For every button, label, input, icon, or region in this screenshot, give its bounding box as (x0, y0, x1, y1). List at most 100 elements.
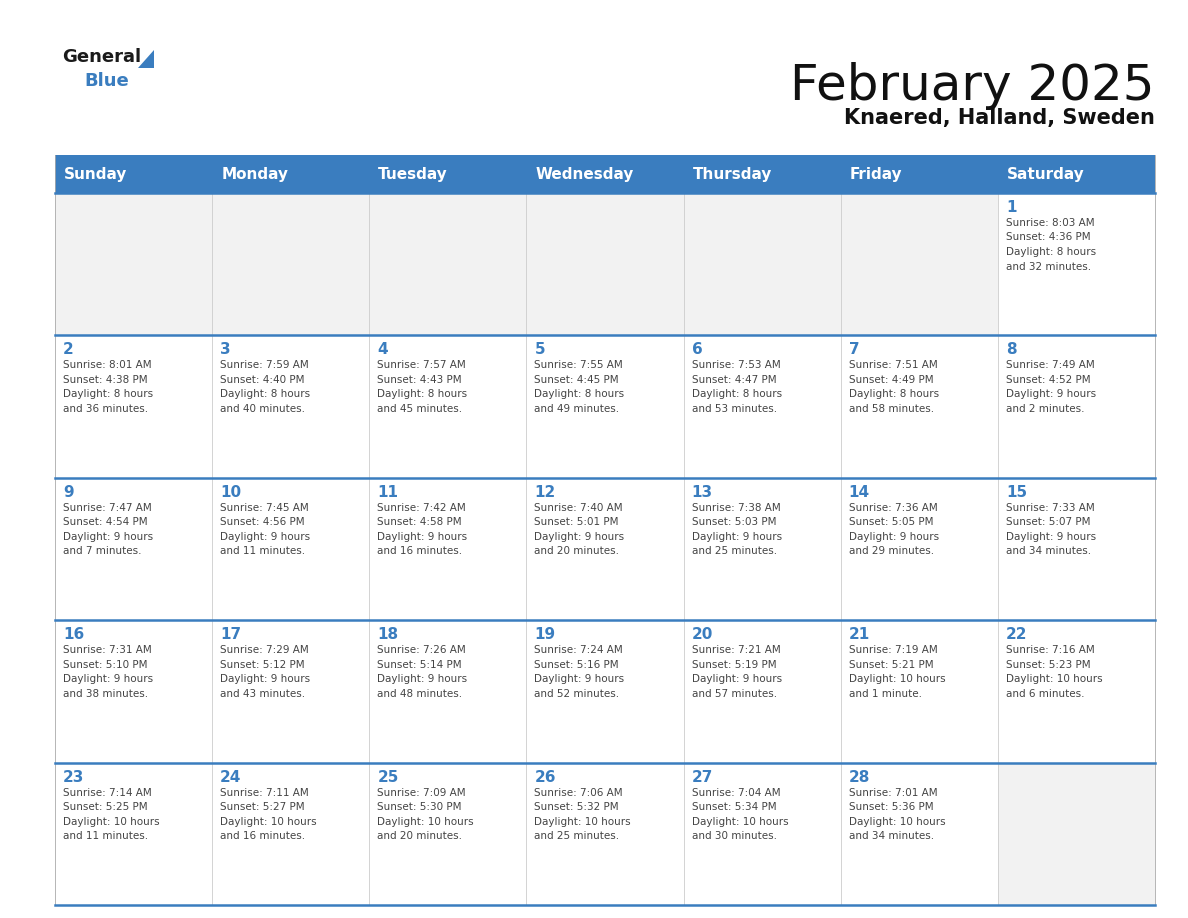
Text: Daylight: 9 hours: Daylight: 9 hours (691, 532, 782, 542)
Text: Sunset: 5:27 PM: Sunset: 5:27 PM (220, 802, 305, 812)
Text: Daylight: 10 hours: Daylight: 10 hours (1006, 674, 1102, 684)
Text: Sunrise: 7:59 AM: Sunrise: 7:59 AM (220, 361, 309, 370)
Text: 16: 16 (63, 627, 84, 643)
Bar (683, 477, 841, 621)
Text: Daylight: 8 hours: Daylight: 8 hours (63, 389, 153, 399)
Text: Daylight: 10 hours: Daylight: 10 hours (691, 817, 788, 826)
Text: Daylight: 10 hours: Daylight: 10 hours (220, 817, 317, 826)
Text: Sunset: 5:36 PM: Sunset: 5:36 PM (848, 802, 934, 812)
Text: Daylight: 9 hours: Daylight: 9 hours (535, 674, 625, 684)
Text: 17: 17 (220, 627, 241, 643)
Text: Sunset: 4:54 PM: Sunset: 4:54 PM (63, 518, 147, 527)
Bar (213, 335, 369, 477)
Text: and 6 minutes.: and 6 minutes. (1006, 688, 1085, 699)
Text: 11: 11 (378, 485, 398, 499)
Text: Sunrise: 8:03 AM: Sunrise: 8:03 AM (1006, 218, 1094, 228)
Text: Sunset: 4:58 PM: Sunset: 4:58 PM (378, 518, 462, 527)
Text: Sunset: 4:47 PM: Sunset: 4:47 PM (691, 375, 776, 385)
Bar (841, 621, 998, 763)
Text: 25: 25 (378, 769, 399, 785)
Text: and 25 minutes.: and 25 minutes. (535, 831, 620, 841)
Bar (526, 763, 683, 905)
Text: Sunrise: 8:01 AM: Sunrise: 8:01 AM (63, 361, 152, 370)
Text: Sunset: 5:07 PM: Sunset: 5:07 PM (1006, 518, 1091, 527)
Bar (369, 477, 526, 621)
Text: Sunrise: 7:14 AM: Sunrise: 7:14 AM (63, 788, 152, 798)
Text: Daylight: 8 hours: Daylight: 8 hours (220, 389, 310, 399)
Text: Sunrise: 7:45 AM: Sunrise: 7:45 AM (220, 503, 309, 513)
Bar (841, 155, 998, 193)
Text: Daylight: 9 hours: Daylight: 9 hours (1006, 389, 1097, 399)
Text: Daylight: 9 hours: Daylight: 9 hours (691, 674, 782, 684)
Text: Daylight: 9 hours: Daylight: 9 hours (378, 532, 467, 542)
Bar (998, 763, 1155, 905)
Text: Sunset: 4:36 PM: Sunset: 4:36 PM (1006, 232, 1091, 242)
Bar (526, 477, 683, 621)
Text: and 32 minutes.: and 32 minutes. (1006, 262, 1091, 272)
Text: Sunrise: 7:51 AM: Sunrise: 7:51 AM (848, 361, 937, 370)
Bar (998, 621, 1155, 763)
Text: Daylight: 8 hours: Daylight: 8 hours (848, 389, 939, 399)
Text: Sunset: 4:56 PM: Sunset: 4:56 PM (220, 518, 305, 527)
Text: 14: 14 (848, 485, 870, 499)
Bar (55, 155, 213, 193)
Text: Sunset: 5:05 PM: Sunset: 5:05 PM (848, 518, 934, 527)
Text: Sunset: 5:14 PM: Sunset: 5:14 PM (378, 660, 462, 670)
Text: Daylight: 10 hours: Daylight: 10 hours (848, 817, 946, 826)
Text: Daylight: 8 hours: Daylight: 8 hours (378, 389, 467, 399)
Bar (369, 155, 526, 193)
Text: 19: 19 (535, 627, 556, 643)
Text: General: General (62, 48, 141, 66)
Bar (55, 621, 213, 763)
Text: Saturday: Saturday (1007, 166, 1085, 182)
Bar (998, 477, 1155, 621)
Text: Knaered, Halland, Sweden: Knaered, Halland, Sweden (845, 108, 1155, 128)
Text: Sunset: 5:21 PM: Sunset: 5:21 PM (848, 660, 934, 670)
Text: 9: 9 (63, 485, 74, 499)
Text: 4: 4 (378, 342, 388, 357)
Text: and 11 minutes.: and 11 minutes. (63, 831, 148, 841)
Text: and 20 minutes.: and 20 minutes. (378, 831, 462, 841)
Bar (55, 477, 213, 621)
Text: Sunset: 5:30 PM: Sunset: 5:30 PM (378, 802, 462, 812)
Text: Sunset: 5:16 PM: Sunset: 5:16 PM (535, 660, 619, 670)
Text: Sunday: Sunday (64, 166, 127, 182)
Bar (369, 335, 526, 477)
Text: and 29 minutes.: and 29 minutes. (848, 546, 934, 556)
Text: Daylight: 10 hours: Daylight: 10 hours (848, 674, 946, 684)
Text: Sunrise: 7:55 AM: Sunrise: 7:55 AM (535, 361, 624, 370)
Text: and 11 minutes.: and 11 minutes. (220, 546, 305, 556)
Text: Sunset: 4:40 PM: Sunset: 4:40 PM (220, 375, 304, 385)
Text: Sunrise: 7:47 AM: Sunrise: 7:47 AM (63, 503, 152, 513)
Text: 5: 5 (535, 342, 545, 357)
Text: Sunset: 5:03 PM: Sunset: 5:03 PM (691, 518, 776, 527)
Text: Sunset: 4:43 PM: Sunset: 4:43 PM (378, 375, 462, 385)
Bar (683, 335, 841, 477)
Text: 24: 24 (220, 769, 241, 785)
Text: Daylight: 10 hours: Daylight: 10 hours (378, 817, 474, 826)
Text: 15: 15 (1006, 485, 1026, 499)
Text: Sunset: 4:45 PM: Sunset: 4:45 PM (535, 375, 619, 385)
Text: Daylight: 9 hours: Daylight: 9 hours (848, 532, 939, 542)
Bar (526, 621, 683, 763)
Text: Friday: Friday (849, 166, 903, 182)
Text: Sunrise: 7:49 AM: Sunrise: 7:49 AM (1006, 361, 1094, 370)
Text: 26: 26 (535, 769, 556, 785)
Bar (683, 193, 841, 335)
Text: Monday: Monday (221, 166, 289, 182)
Text: Sunrise: 7:33 AM: Sunrise: 7:33 AM (1006, 503, 1094, 513)
Bar (998, 155, 1155, 193)
Text: 8: 8 (1006, 342, 1017, 357)
Text: 2: 2 (63, 342, 74, 357)
Text: Daylight: 9 hours: Daylight: 9 hours (63, 674, 153, 684)
Text: Daylight: 8 hours: Daylight: 8 hours (535, 389, 625, 399)
Text: and 40 minutes.: and 40 minutes. (220, 404, 305, 414)
Text: Daylight: 8 hours: Daylight: 8 hours (691, 389, 782, 399)
Bar (213, 477, 369, 621)
Bar (526, 335, 683, 477)
Text: Daylight: 8 hours: Daylight: 8 hours (1006, 247, 1097, 257)
Text: Sunset: 5:10 PM: Sunset: 5:10 PM (63, 660, 147, 670)
Text: and 52 minutes.: and 52 minutes. (535, 688, 620, 699)
Text: Sunrise: 7:09 AM: Sunrise: 7:09 AM (378, 788, 466, 798)
Text: 23: 23 (63, 769, 84, 785)
